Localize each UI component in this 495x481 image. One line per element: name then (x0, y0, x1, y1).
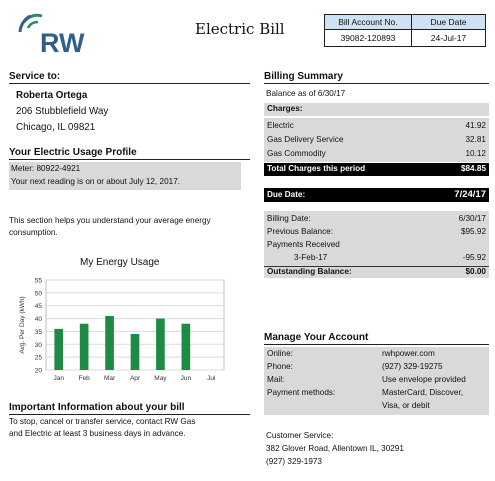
usage-profile-heading: Your Electric Usage Profile (9, 147, 250, 160)
payments-received-row: Payments Received (264, 240, 489, 252)
customer-address-line1: 206 Stubblefield Way (16, 106, 109, 117)
previous-balance-value: $95.92 (460, 227, 486, 236)
customer-address-line2: Chicago, IL 09821 (16, 122, 96, 133)
usage-profile-box (9, 162, 241, 190)
charge-label: Electric (267, 121, 294, 130)
x-tick-label: May (154, 375, 167, 382)
charges-bg (264, 118, 489, 162)
online-label: Online: (267, 349, 293, 358)
payments-received-label: Payments Received (267, 240, 340, 249)
due-date-label: Due Date: (267, 190, 306, 199)
x-tick-label: Jul (207, 375, 216, 382)
x-tick-label: Mar (104, 375, 116, 382)
total-charges-label: Total Charges this period (267, 164, 366, 173)
usage-description: This section helps you understand your a… (9, 216, 211, 237)
y-tick-label: 40 (35, 316, 43, 323)
charge-row: Gas Commodity 10.12 (264, 149, 489, 161)
important-text-line1: To stop, cancel or transfer service, con… (9, 417, 196, 426)
outstanding-balance-label: Outstanding Balance: (267, 267, 352, 276)
charge-value: 32.81 (465, 135, 487, 144)
phone-value: (927) 329-19275 (382, 362, 443, 371)
y-tick-label: 20 (35, 368, 43, 375)
previous-balance-row: Previous Balance: $95.92 (264, 227, 489, 239)
online-row: Online: rwhpower.com (264, 349, 489, 361)
next-reading: Your next reading is on or about July 12… (11, 177, 181, 186)
charge-row: Electric 41.92 (264, 121, 489, 133)
charge-label: Gas Delivery Service (267, 135, 344, 144)
customer-service-phone: (927) 329-1973 (266, 457, 322, 466)
payment-methods-row: Payment methods: MasterCard, Discover, (264, 388, 489, 400)
y-tick-label: 35 (35, 329, 43, 336)
account-no-header: Bill Account No. (324, 14, 412, 30)
payment-methods-value-2: Visa, or debit (382, 401, 430, 410)
payment-row: 3-Feb-17 -95.92 (264, 253, 489, 265)
bar (79, 323, 89, 370)
company-logo: RW (16, 12, 96, 58)
total-charges-value: $84.85 (460, 164, 486, 173)
x-tick-label: Jun (181, 375, 192, 382)
logo-text: RW (40, 28, 85, 58)
due-date-value: 24-Jul-17 (411, 29, 486, 47)
y-axis-label: Avg. Per Day (kWh) (19, 296, 26, 353)
x-tick-label: Jan (53, 375, 64, 382)
y-tick-label: 30 (35, 342, 43, 349)
y-tick-label: 25 (35, 355, 43, 362)
phone-label: Phone: (267, 362, 293, 371)
meter-number: Meter: 80922-4921 (11, 164, 81, 173)
customer-name: Roberta Ortega (16, 90, 88, 101)
due-date-amount: 7/24/17 (454, 189, 486, 200)
balance-as-of: Balance as of 6/30/17 (266, 89, 346, 98)
manage-account-bg (264, 347, 489, 415)
payment-value: -95.92 (462, 253, 486, 262)
chart-title: My Energy Usage (80, 257, 160, 268)
charges-label-row: Charges: (264, 104, 489, 116)
outstanding-balance-row: Outstanding Balance: $0.00 (264, 266, 489, 278)
x-tick-label: Feb (79, 375, 91, 382)
service-heading: Service to: (9, 71, 250, 84)
phone-row: Phone: (927) 329-19275 (264, 362, 489, 374)
bar (54, 328, 64, 370)
y-tick-label: 50 (35, 290, 43, 297)
billing-summary-heading: Billing Summary (264, 71, 489, 84)
charge-label: Gas Commodity (267, 149, 326, 158)
bar (105, 316, 114, 370)
bar (156, 318, 165, 370)
x-tick-label: Apr (130, 375, 141, 382)
previous-balance-label: Previous Balance: (267, 227, 333, 236)
important-text-line2: and Electric at least 3 business days in… (9, 429, 186, 438)
mail-value: Use envelope provided (382, 375, 466, 384)
manage-account-heading: Manage Your Account (264, 332, 489, 345)
y-tick-label: 55 (35, 278, 43, 285)
bar (130, 334, 140, 370)
y-tick-label: 45 (35, 303, 43, 310)
online-link[interactable]: rwhpower.com (382, 349, 435, 358)
charges-label: Charges: (267, 104, 303, 113)
outstanding-balance-value: $0.00 (465, 267, 487, 276)
charge-value: 41.92 (465, 121, 487, 130)
total-charges-row: Total Charges this period $84.85 (264, 163, 489, 176)
payment-methods-label: Payment methods: (267, 388, 336, 397)
due-date-header: Due Date (411, 14, 486, 30)
due-date-row: Due Date: 7/24/17 (264, 188, 489, 202)
mail-label: Mail: (267, 375, 285, 384)
customer-service-label: Customer Service: (266, 431, 334, 440)
customer-service-address: 382 Glover Road, Allentown IL, 30291 (266, 444, 404, 453)
bill-title: Electric Bill (195, 20, 285, 38)
charge-value: 10.12 (465, 149, 487, 158)
billing-date-value: 6/30/17 (458, 214, 486, 223)
payment-date: 3-Feb-17 (294, 253, 328, 262)
account-table: Bill Account No. Due Date 39082-120893 2… (324, 14, 486, 47)
charges-header-bg (264, 103, 489, 116)
charge-row: Gas Delivery Service 32.81 (264, 135, 489, 147)
billing-date-label: Billing Date: (267, 214, 311, 223)
billing-date-row: Billing Date: 6/30/17 (264, 214, 489, 226)
energy-usage-chart: 20 25 30 35 40 45 50 55 Avg. Per Day (kWh) Jan Feb… (19, 278, 225, 382)
bar (181, 323, 191, 370)
mail-row: Mail: Use envelope provided (264, 375, 489, 387)
payment-methods-value: MasterCard, Discover, (382, 388, 463, 397)
account-no-value: 39082-120893 (324, 29, 412, 47)
important-heading: Important Information about your bill (9, 402, 250, 415)
payment-methods-row-2: Visa, or debit (264, 401, 489, 413)
